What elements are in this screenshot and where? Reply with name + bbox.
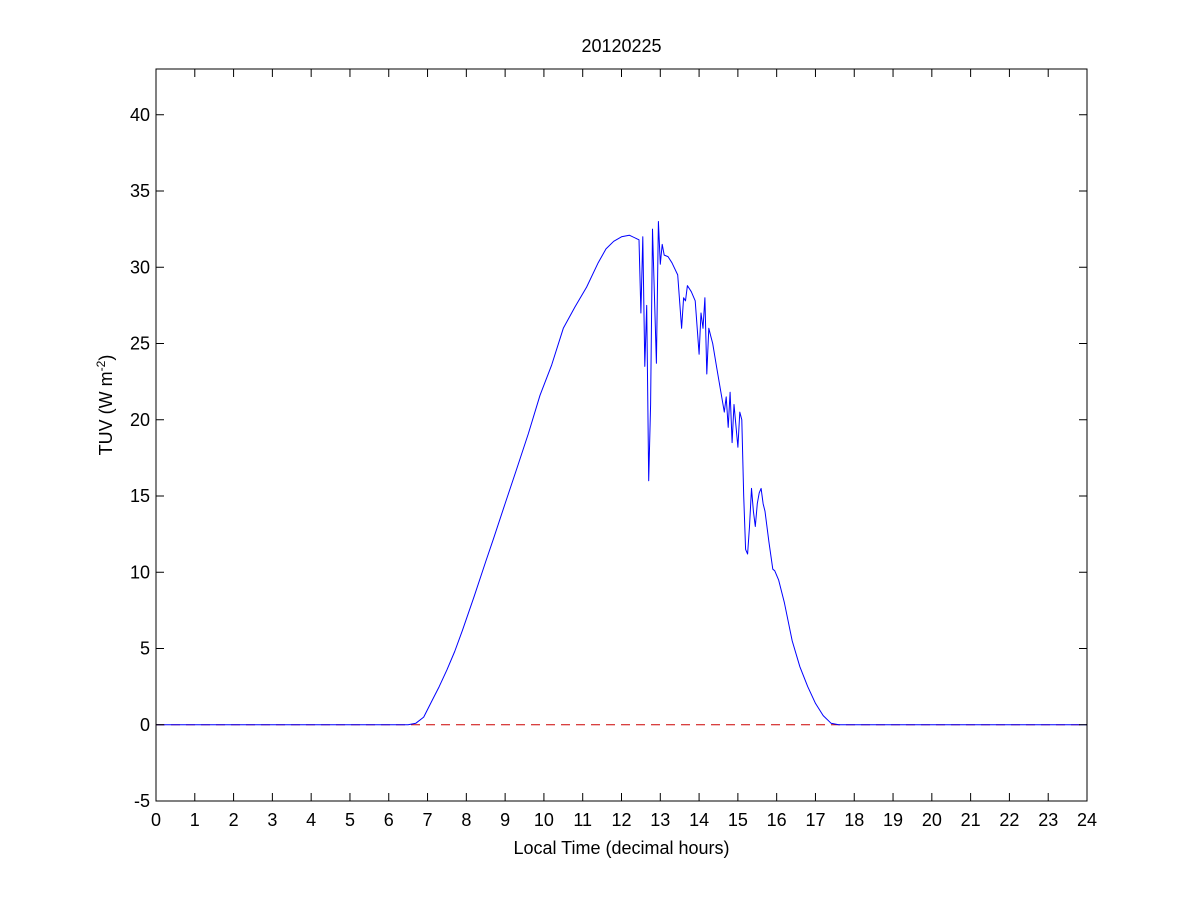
x-tick-label: 8 [461, 810, 471, 830]
x-tick-label: 3 [267, 810, 277, 830]
x-tick-label: 23 [1038, 810, 1058, 830]
x-tick-label: 21 [961, 810, 981, 830]
x-tick-label: 2 [229, 810, 239, 830]
y-tick-label: 40 [130, 105, 150, 125]
x-tick-label: 9 [500, 810, 510, 830]
y-tick-label: 10 [130, 562, 150, 582]
y-axis-label-sup: -2 [94, 360, 108, 371]
x-axis: 0 1 2 3 4 5 6 7 8 9 10 11 12 13 14 15 16 17 18 19 20 21 22 23 24 [151, 69, 1097, 830]
y-tick-label: 25 [130, 334, 150, 354]
x-tick-label: 24 [1077, 810, 1097, 830]
y-axis-label-close: ) [96, 355, 116, 361]
plot-area [156, 221, 1087, 726]
y-tick-label: 20 [130, 410, 150, 430]
x-tick-label: 10 [534, 810, 554, 830]
x-tick-label: 5 [345, 810, 355, 830]
x-tick-label: 11 [573, 810, 592, 830]
x-tick-label: 16 [767, 810, 787, 830]
x-tick-label: 14 [689, 810, 709, 830]
x-tick-label: 7 [423, 810, 433, 830]
y-tick-label: 35 [130, 181, 150, 201]
chart-title: 20120225 [581, 36, 661, 56]
x-tick-label: 19 [883, 810, 903, 830]
x-tick-label: 20 [922, 810, 942, 830]
x-tick-label: 17 [805, 810, 825, 830]
y-tick-label: 15 [130, 486, 150, 506]
x-tick-label: 4 [306, 810, 316, 830]
x-tick-label: 6 [384, 810, 394, 830]
x-tick-label: 18 [844, 810, 864, 830]
y-tick-label: 0 [140, 715, 150, 735]
x-tick-label: 1 [190, 810, 200, 830]
x-axis-label: Local Time (decimal hours) [513, 838, 729, 858]
y-axis-label: TUV (W m-2) [94, 355, 116, 456]
y-axis: -5 0 5 10 15 20 25 30 35 40 [130, 105, 1087, 811]
x-tick-label: 0 [151, 810, 161, 830]
x-tick-label: 13 [650, 810, 670, 830]
x-tick-label: 15 [728, 810, 748, 830]
y-tick-label: -5 [134, 791, 150, 811]
axes-box [155, 68, 1088, 802]
x-tick-label: 22 [999, 810, 1019, 830]
y-tick-label: 5 [140, 639, 150, 659]
y-axis-label-main: TUV (W m [96, 371, 116, 455]
y-tick-label: 30 [130, 257, 150, 277]
x-tick-label: 12 [611, 810, 631, 830]
tuv-series-line [156, 221, 1087, 726]
